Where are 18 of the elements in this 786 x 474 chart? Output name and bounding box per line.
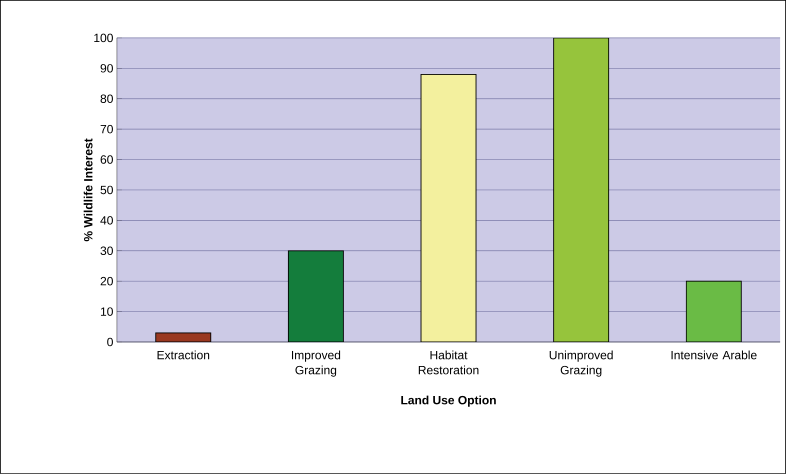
x-axis-title: Land Use Option [401,396,496,407]
y-tick-label: 50 [100,186,113,194]
x-tick-label: Extraction [158,350,210,360]
y-tick-label: 10 [100,307,113,316]
x-tick-label: Intensive Arable [672,350,757,360]
y-tick-label: 40 [100,216,113,225]
y-axis-title: % Wildlife Interest [84,138,92,242]
y-tick-label: 20 [100,276,113,286]
y-tick-label: 80 [100,94,113,103]
y-tick-label: 100 [94,34,113,42]
x-tick-label: Habitat Restoration [418,350,478,374]
y-tick-label: 30 [100,246,113,256]
y-tick-label: 90 [100,64,113,73]
y-tick-label: 70 [100,124,113,134]
x-tick-label: Unimproved Grazing [550,350,613,377]
y-tick-label: 60 [100,155,113,164]
y-tick-label: 0 [107,338,113,346]
x-tick-label: Improved Grazing [292,350,340,377]
